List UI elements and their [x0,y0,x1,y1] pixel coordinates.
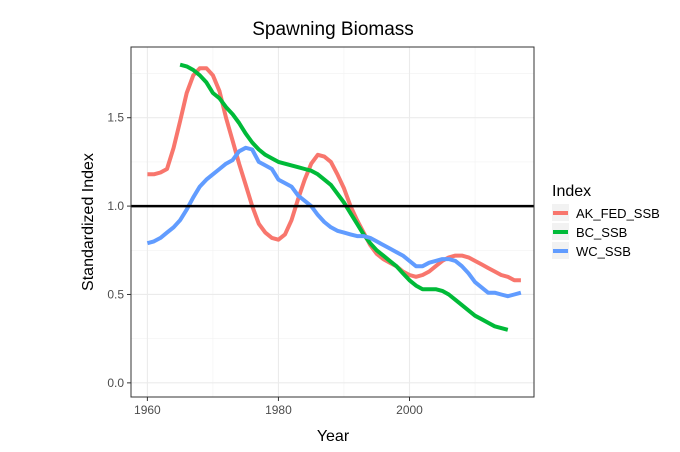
plot-panel [130,46,535,398]
legend-label: WC_SSB [576,244,631,259]
y-axis-ticks: 0.0 0.5 1.0 1.5 [107,111,131,390]
series-line-wc-ssb [146,145,522,299]
x-tick-label: 1960 [134,403,161,417]
series-line-ak-fed-ssb [147,66,521,283]
y-axis-title: Standardized Index [80,153,97,291]
series-lines [146,62,522,332]
chart-title: Spawning Biomass [252,19,414,40]
plot-border [130,46,535,398]
x-tick-label: 2000 [396,403,423,417]
y-tick-label: 1.5 [107,111,124,125]
legend: Index AK_FED_SSB BC_SSB WC_SSB [552,183,660,259]
x-axis-ticks: 1960 1980 2000 [134,397,423,417]
y-tick-label: 0.5 [107,287,124,301]
series-line-bc-ssb [179,62,509,332]
x-axis-title: Year [317,428,350,445]
y-tick-label: 0.0 [107,376,124,390]
legend-title: Index [552,183,591,200]
legend-label: BC_SSB [576,225,627,240]
legend-label: AK_FED_SSB [576,206,660,221]
x-tick-label: 1980 [265,403,292,417]
y-tick-label: 1.0 [107,199,124,213]
